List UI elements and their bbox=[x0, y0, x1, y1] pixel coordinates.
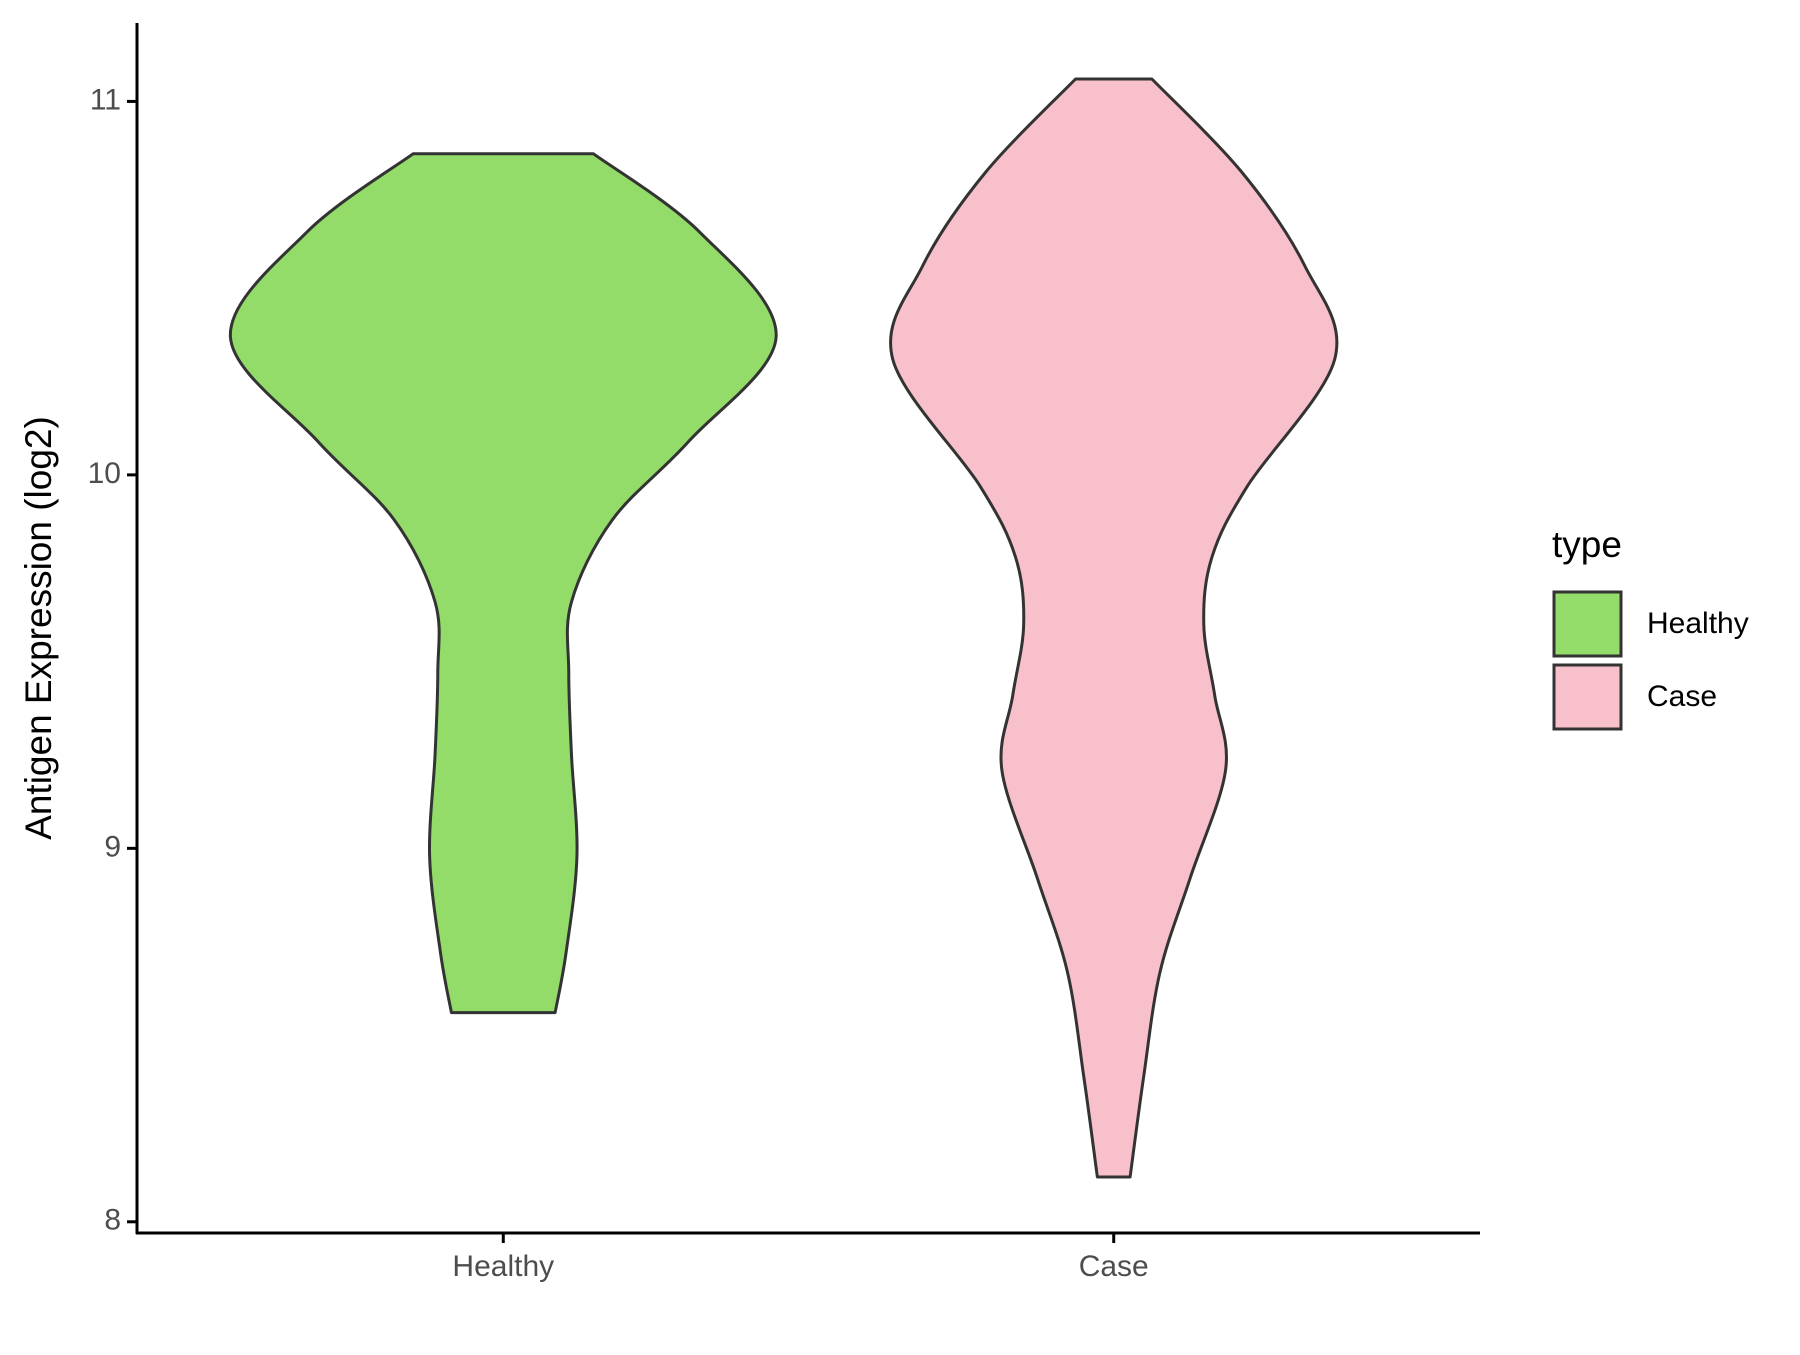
y-tick-label: 11 bbox=[90, 83, 121, 116]
x-tick-label: Case bbox=[1079, 1250, 1149, 1283]
y-tick-label: 9 bbox=[104, 830, 121, 863]
x-tick-label: Healthy bbox=[452, 1250, 554, 1283]
y-axis-label: Antigen Expression (log2) bbox=[18, 416, 59, 840]
legend-key bbox=[1552, 590, 1623, 658]
legend-label: Case bbox=[1647, 680, 1717, 713]
violin bbox=[228, 152, 778, 1015]
legend-key bbox=[1552, 663, 1623, 731]
violin bbox=[889, 77, 1339, 1179]
legend-label: Healthy bbox=[1647, 607, 1749, 640]
y-tick-label: 8 bbox=[104, 1204, 121, 1237]
y-tick-label: 10 bbox=[88, 457, 121, 490]
legend-title: type bbox=[1552, 524, 1622, 565]
